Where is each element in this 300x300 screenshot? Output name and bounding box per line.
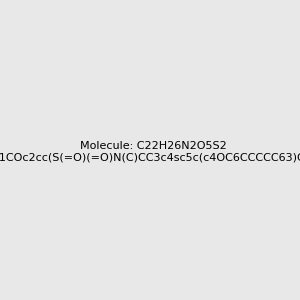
Text: Molecule: C22H26N2O5S2
O=C1COc2cc(S(=O)(=O)N(C)CC3c4sc5c(c4OC6CCCCC63)CC=...: Molecule: C22H26N2O5S2 O=C1COc2cc(S(=O)(… xyxy=(0,141,300,162)
